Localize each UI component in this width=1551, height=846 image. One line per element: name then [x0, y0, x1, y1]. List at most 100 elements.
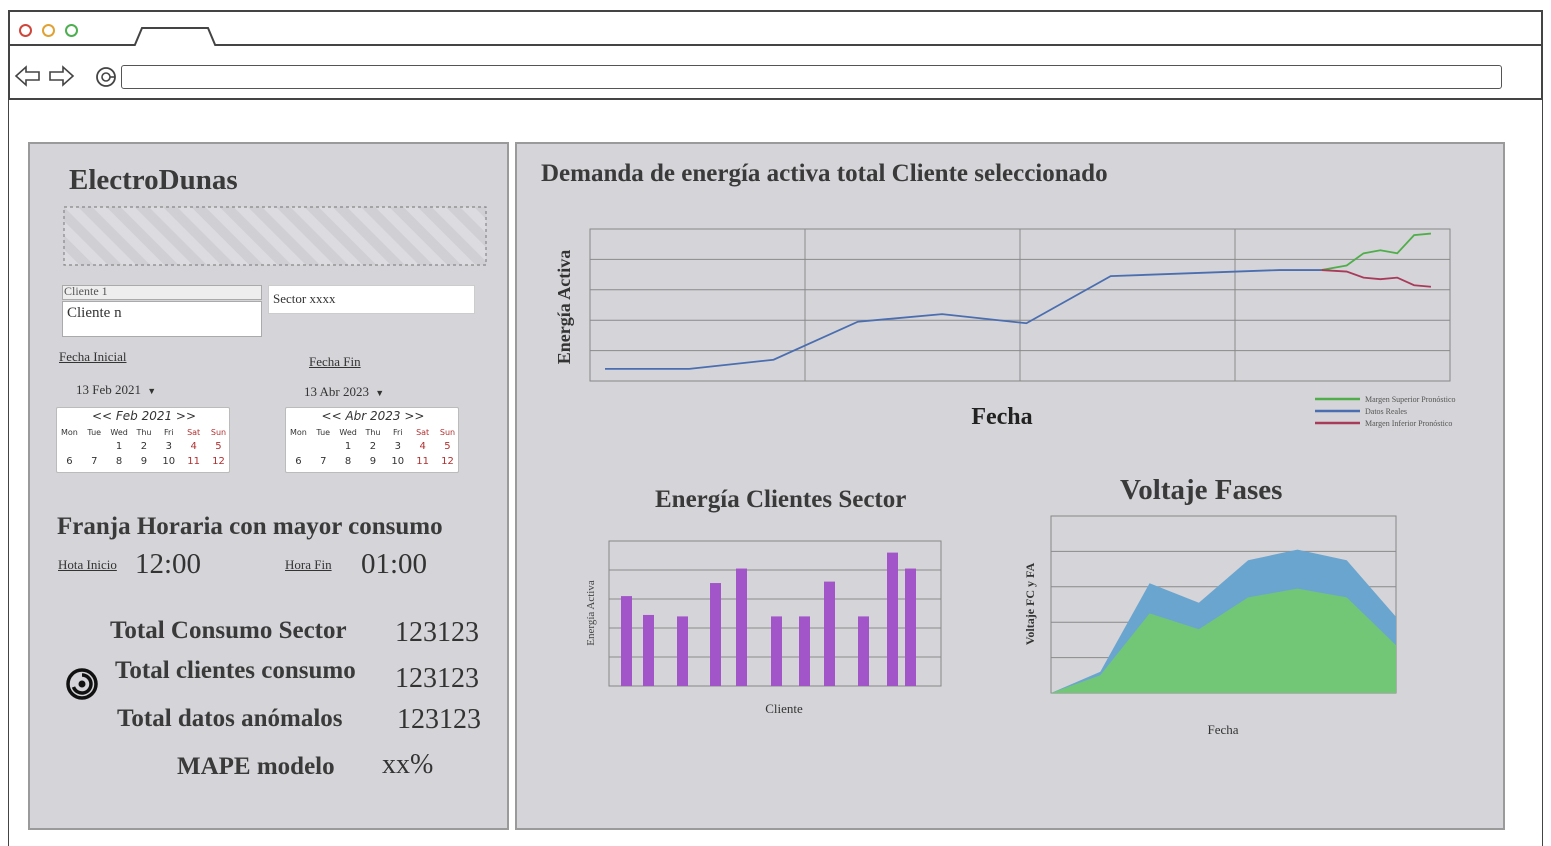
upper-margin-line: [1321, 232, 1432, 271]
mape-value: xx%: [382, 749, 434, 780]
bar: [643, 614, 654, 686]
hour-end-label: Hora Fin: [285, 557, 332, 572]
calendar-header[interactable]: << Abr 2023 >>: [321, 409, 425, 423]
browser-window: [8, 10, 1543, 846]
area-chart-title: Voltaje Fases: [1120, 474, 1283, 506]
demand-line-chart: Margen Superior Pronóstico Datos Reales Ma…: [554, 228, 1456, 430]
hour-end-value: 01:00: [361, 548, 428, 580]
calendar-weekdays: Mon Tue Wed Thu Fri Sat Sun: [57, 428, 231, 437]
calendar-day[interactable]: 11: [187, 456, 200, 467]
total-sector-label: Total Consumo Sector: [110, 617, 347, 644]
calendar-day[interactable]: 7: [91, 456, 98, 467]
bar: [677, 616, 688, 686]
chart-series: [605, 232, 1432, 370]
chart-grid: [608, 540, 942, 687]
bar: [710, 583, 721, 686]
calendar-day[interactable]: 8: [115, 456, 123, 467]
calendar-day[interactable]: 12: [441, 456, 454, 467]
total-sector-value: 123123: [395, 617, 479, 648]
bar: [905, 568, 916, 686]
total-anomalies-label: Total datos anómalos: [117, 705, 343, 732]
y-axis-label: Energía Activa: [585, 580, 597, 646]
weekday-label: Sun: [210, 428, 227, 437]
calendar-week-2[interactable]: 6 7 8 9 10 11 12: [286, 456, 460, 467]
client-option[interactable]: Cliente n: [67, 305, 122, 321]
calendar-day[interactable]: 4: [190, 441, 197, 452]
bar: [824, 581, 835, 686]
minimize-window-icon[interactable]: [42, 24, 55, 37]
bar: [621, 596, 632, 686]
calendar-day[interactable]: 7: [320, 456, 327, 467]
weekday-label: Tue: [316, 428, 331, 437]
calendar-day[interactable]: 9: [369, 456, 377, 467]
weekday-label: Mon: [60, 428, 78, 437]
calendar-day[interactable]: 5: [444, 441, 451, 452]
weekday-label: Fri: [164, 428, 174, 437]
calendar-day[interactable]: 2: [140, 441, 148, 452]
browser-titlebar: [8, 10, 1543, 46]
chevron-down-icon: ▼: [147, 386, 157, 396]
weekday-label: Wed: [339, 428, 357, 437]
weekday-label: Sat: [416, 428, 430, 437]
calendar-day[interactable]: 6: [66, 456, 73, 467]
weekday-label: Fri: [393, 428, 403, 437]
maximize-window-icon[interactable]: [65, 24, 78, 37]
reload-icon[interactable]: [93, 64, 119, 90]
calendar-day[interactable]: 12: [212, 456, 225, 467]
x-axis-label: Fecha: [971, 404, 1032, 430]
bar: [771, 616, 782, 686]
back-arrow-icon[interactable]: [14, 64, 42, 88]
client-option-list[interactable]: Cliente n: [62, 301, 262, 337]
calendar-week-2[interactable]: 6 7 8 9 10 11 12: [57, 456, 231, 467]
browser-tab[interactable]: [130, 24, 222, 48]
calendar-day[interactable]: 5: [215, 441, 222, 452]
client-select[interactable]: Cliente 1: [62, 284, 262, 300]
calendar-day[interactable]: 6: [295, 456, 302, 467]
calendar-header[interactable]: << Feb 2021 >>: [91, 409, 197, 423]
legend-label: Datos Reales: [1365, 407, 1407, 416]
calendar-week-1[interactable]: 1 2 3 4 5: [57, 441, 231, 452]
calendar-day[interactable]: 11: [416, 456, 429, 467]
lower-margin-line: [1321, 269, 1432, 288]
calendar-day[interactable]: 10: [162, 456, 176, 467]
weekday-label: Tue: [87, 428, 102, 437]
image-placeholder: [63, 206, 487, 266]
total-anomalies-value: 123123: [397, 704, 481, 735]
calendar-day[interactable]: 8: [344, 456, 352, 467]
lower-area: [1051, 588, 1396, 693]
calendar-day[interactable]: 3: [394, 441, 401, 452]
start-date-value: 13 Feb 2021: [76, 382, 141, 397]
start-date-dropdown[interactable]: 13 Feb 2021 ▼: [76, 382, 156, 398]
calendar-day[interactable]: 4: [419, 441, 426, 452]
voltage-area-chart: Voltaje FC y FA Fecha: [1023, 515, 1397, 737]
calendar-day[interactable]: 3: [165, 441, 172, 452]
x-axis-label: Cliente: [765, 701, 803, 716]
clients-bar-chart: Energía Activa Cliente: [585, 540, 942, 716]
close-window-icon[interactable]: [19, 24, 32, 37]
legend-label: Margen Inferior Pronóstico: [1365, 419, 1452, 428]
hour-start-label: Hota Inicio: [58, 557, 117, 572]
forward-arrow-icon[interactable]: [47, 64, 75, 88]
sector-field[interactable]: Sector xxxx: [268, 285, 475, 314]
calendar-day[interactable]: 9: [140, 456, 148, 467]
url-input[interactable]: [121, 65, 1502, 89]
start-date-label: Fecha Inicial: [59, 349, 127, 364]
calendar-day[interactable]: 2: [369, 441, 377, 452]
calendar-day[interactable]: 1: [115, 441, 123, 452]
calendar-weekdays: Mon Tue Wed Thu Fri Sat Sun: [286, 428, 460, 437]
weekday-label: Wed: [110, 428, 128, 437]
peak-hours-title: Franja Horaria con mayor consumo: [57, 513, 443, 540]
calendar-day[interactable]: 10: [391, 456, 405, 467]
hour-start-value: 12:00: [135, 548, 202, 580]
calendar-day[interactable]: 1: [344, 441, 352, 452]
x-axis-label: Fecha: [1207, 722, 1238, 737]
end-date-dropdown[interactable]: 13 Abr 2023 ▼: [304, 384, 384, 400]
weekday-label: Mon: [289, 428, 307, 437]
mape-label: MAPE modelo: [177, 753, 335, 780]
client-select-value: Cliente 1: [64, 284, 108, 298]
chart-areas: [1051, 549, 1396, 693]
bar: [858, 616, 869, 686]
calendar-week-1[interactable]: 1 2 3 4 5: [286, 441, 460, 452]
